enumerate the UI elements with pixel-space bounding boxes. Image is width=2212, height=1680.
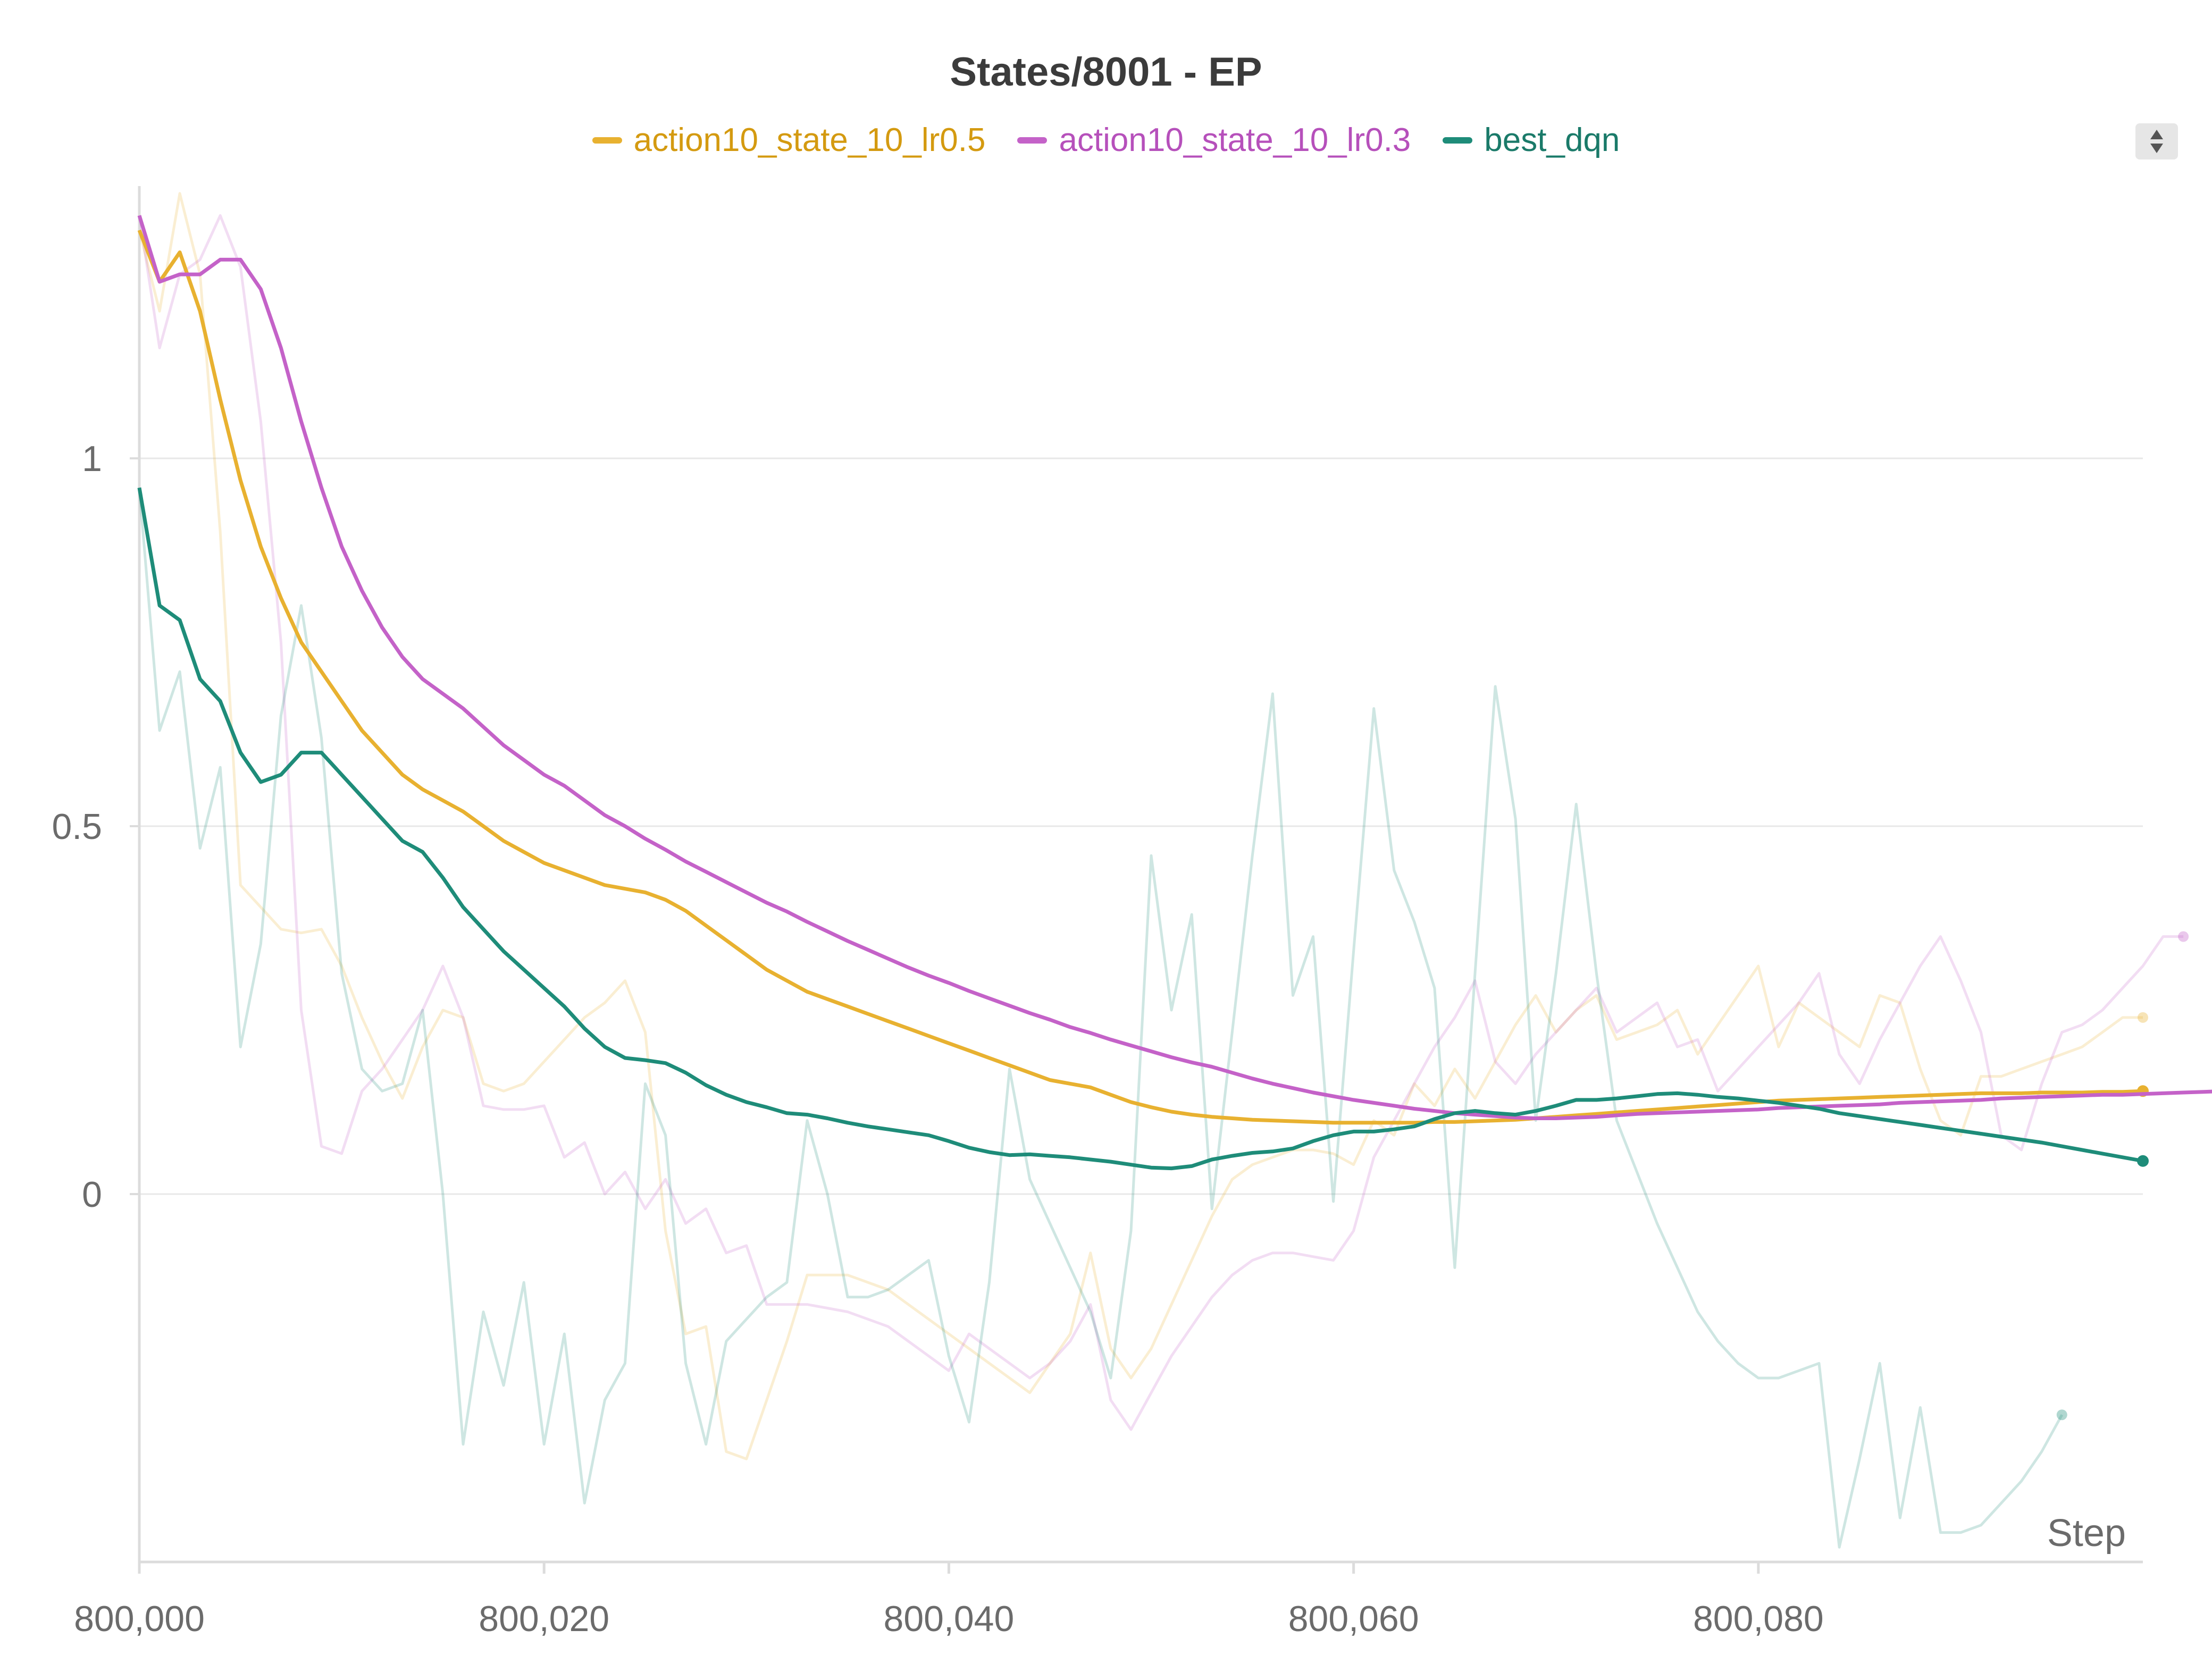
series-end-point-raw-3 [2056, 1409, 2067, 1421]
series-line-1 [137, 229, 2143, 1125]
legend-swatch [592, 137, 622, 144]
legend-item-series-3[interactable]: best_dqn [1443, 121, 1620, 159]
legend-scroll-button[interactable] [2135, 123, 2178, 159]
series-line-3 [137, 487, 2143, 1171]
x-tick-label: 800,080 [1693, 1599, 1824, 1639]
sort-arrows-icon [2150, 130, 2163, 153]
series-line-2 [137, 215, 2212, 1120]
y-tick-label: 1 [82, 439, 102, 479]
legend-label: action10_state_10_lr0.3 [1059, 122, 1411, 158]
series-end-point-raw-2 [2178, 931, 2189, 942]
series-line-raw-2 [138, 214, 2184, 1431]
x-tick-label: 800,060 [1288, 1599, 1419, 1639]
y-tick-label: 0.5 [52, 807, 102, 847]
series-line-raw-3 [138, 488, 2063, 1549]
legend-swatch [1017, 137, 1048, 144]
series-line-raw-1 [138, 192, 2143, 1460]
legend: action10_state_10_lr0.5 action10_state_1… [0, 121, 2212, 159]
legend-label: best_dqn [1484, 122, 1620, 158]
x-tick-label: 800,020 [479, 1599, 609, 1639]
x-axis-title: Step [2047, 1512, 2126, 1555]
x-tick-label: 800,040 [884, 1599, 1015, 1639]
y-tick-label: 0 [82, 1174, 102, 1215]
series-end-point-3 [2137, 1155, 2149, 1167]
series-end-point-raw-1 [2138, 1012, 2148, 1023]
legend-item-series-1[interactable]: action10_state_10_lr0.5 [592, 121, 986, 159]
chart-title: States/8001 - EP [950, 49, 1262, 95]
legend-swatch [1443, 137, 1473, 144]
legend-label: action10_state_10_lr0.5 [633, 122, 986, 158]
legend-item-series-2[interactable]: action10_state_10_lr0.3 [1017, 121, 1411, 159]
x-tick-label: 800,000 [74, 1599, 205, 1639]
